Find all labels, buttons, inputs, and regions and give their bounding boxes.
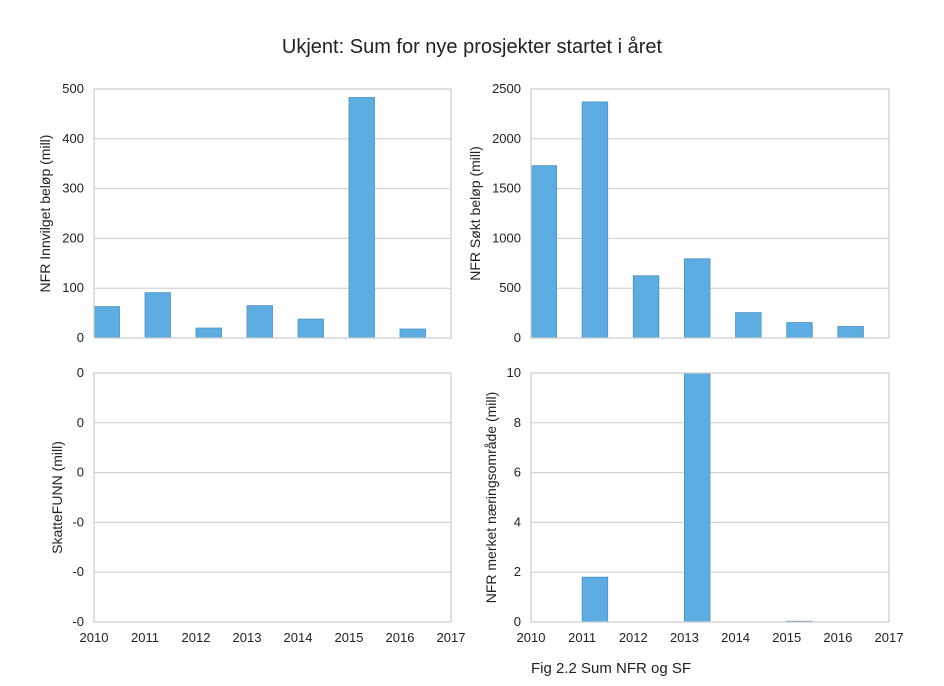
xtick-label-3-0: 2010 — [517, 630, 546, 645]
xtick-label-2-6: 2016 — [386, 630, 415, 645]
ytick-label-1-0: 0 — [514, 330, 521, 345]
ytick-label-2-2: -0 — [72, 514, 84, 529]
plot-frame-0 — [93, 88, 452, 339]
ytick-label-1-2: 1000 — [492, 230, 521, 245]
xtick-label-3-7: 2017 — [875, 630, 904, 645]
ytick-label-3-1: 2 — [514, 564, 521, 579]
xtick-label-3-5: 2015 — [772, 630, 801, 645]
xtick-label-3-1: 2011 — [568, 630, 596, 645]
bar-1-2016 — [837, 326, 864, 339]
xtick-label-2-4: 2014 — [284, 630, 313, 645]
ytick-label-0-5: 500 — [62, 81, 84, 96]
xtick-label-3-4: 2014 — [721, 630, 750, 645]
ytick-label-3-2: 4 — [514, 514, 521, 529]
ytick-label-0-1: 100 — [62, 280, 84, 295]
ytick-label-3-4: 8 — [514, 415, 521, 430]
ytick-label-2-4: 0 — [77, 415, 84, 430]
ytick-label-0-4: 400 — [62, 131, 84, 146]
bar-1-2013 — [684, 258, 711, 339]
bar-0-2013 — [246, 305, 273, 339]
bar-3-2011 — [581, 576, 609, 623]
bar-0-2015 — [348, 97, 375, 339]
xtick-label-2-5: 2015 — [335, 630, 364, 645]
bar-1-2014 — [735, 312, 762, 339]
xtick-label-2-1: 2011 — [131, 630, 159, 645]
bar-1-2010 — [530, 165, 557, 339]
plot-frame-3 — [530, 372, 890, 623]
ytick-label-0-2: 200 — [62, 230, 84, 245]
xtick-label-3-6: 2016 — [823, 630, 852, 645]
ylabel-0: NFR Innvilget beløp (mill) — [37, 135, 53, 293]
ytick-label-1-5: 2500 — [492, 81, 521, 96]
ytick-label-2-1: -0 — [72, 564, 84, 579]
plot-frame-2 — [93, 372, 452, 623]
xtick-label-2-0: 2010 — [80, 630, 109, 645]
plot-frame-1 — [530, 88, 890, 339]
bar-1-2015 — [786, 322, 813, 339]
bar-0-2014 — [297, 318, 324, 339]
ytick-label-3-5: 10 — [507, 365, 521, 380]
ylabel-3: NFR merket næringsområde (mill) — [483, 392, 499, 604]
figure-title: Ukjent: Sum for nye prosjekter startet i… — [281, 36, 663, 58]
ytick-label-0-0: 0 — [77, 330, 84, 345]
ytick-label-3-0: 0 — [514, 614, 521, 629]
ylabel-2: SkatteFUNN (mill) — [49, 441, 65, 554]
bar-0-2010 — [93, 306, 120, 339]
xtick-label-3-2: 2012 — [619, 630, 648, 645]
ytick-label-1-4: 2000 — [492, 131, 521, 146]
ytick-label-2-3: 0 — [77, 465, 84, 480]
ytick-label-3-3: 6 — [514, 465, 521, 480]
figure-caption: Fig 2.2 Sum NFR og SF — [531, 660, 692, 677]
ytick-label-2-5: 0 — [77, 365, 84, 380]
xtick-label-3-3: 2013 — [670, 630, 699, 645]
xtick-label-2-3: 2013 — [233, 630, 262, 645]
xtick-label-2-7: 2017 — [437, 630, 466, 645]
ytick-label-1-1: 500 — [499, 280, 521, 295]
ylabel-1: NFR Søkt beløp (mill) — [467, 146, 483, 281]
xtick-label-2-2: 2012 — [182, 630, 211, 645]
ytick-label-0-3: 300 — [62, 181, 84, 196]
bar-3-2013 — [684, 372, 711, 623]
bar-1-2012 — [632, 275, 660, 339]
bar-0-2012 — [195, 327, 222, 339]
bar-0-2011 — [144, 292, 171, 339]
bar-0-2016 — [399, 328, 426, 339]
ytick-label-1-3: 1500 — [492, 181, 521, 196]
ytick-label-2-0: -0 — [72, 614, 84, 629]
bar-1-2011 — [581, 101, 609, 339]
